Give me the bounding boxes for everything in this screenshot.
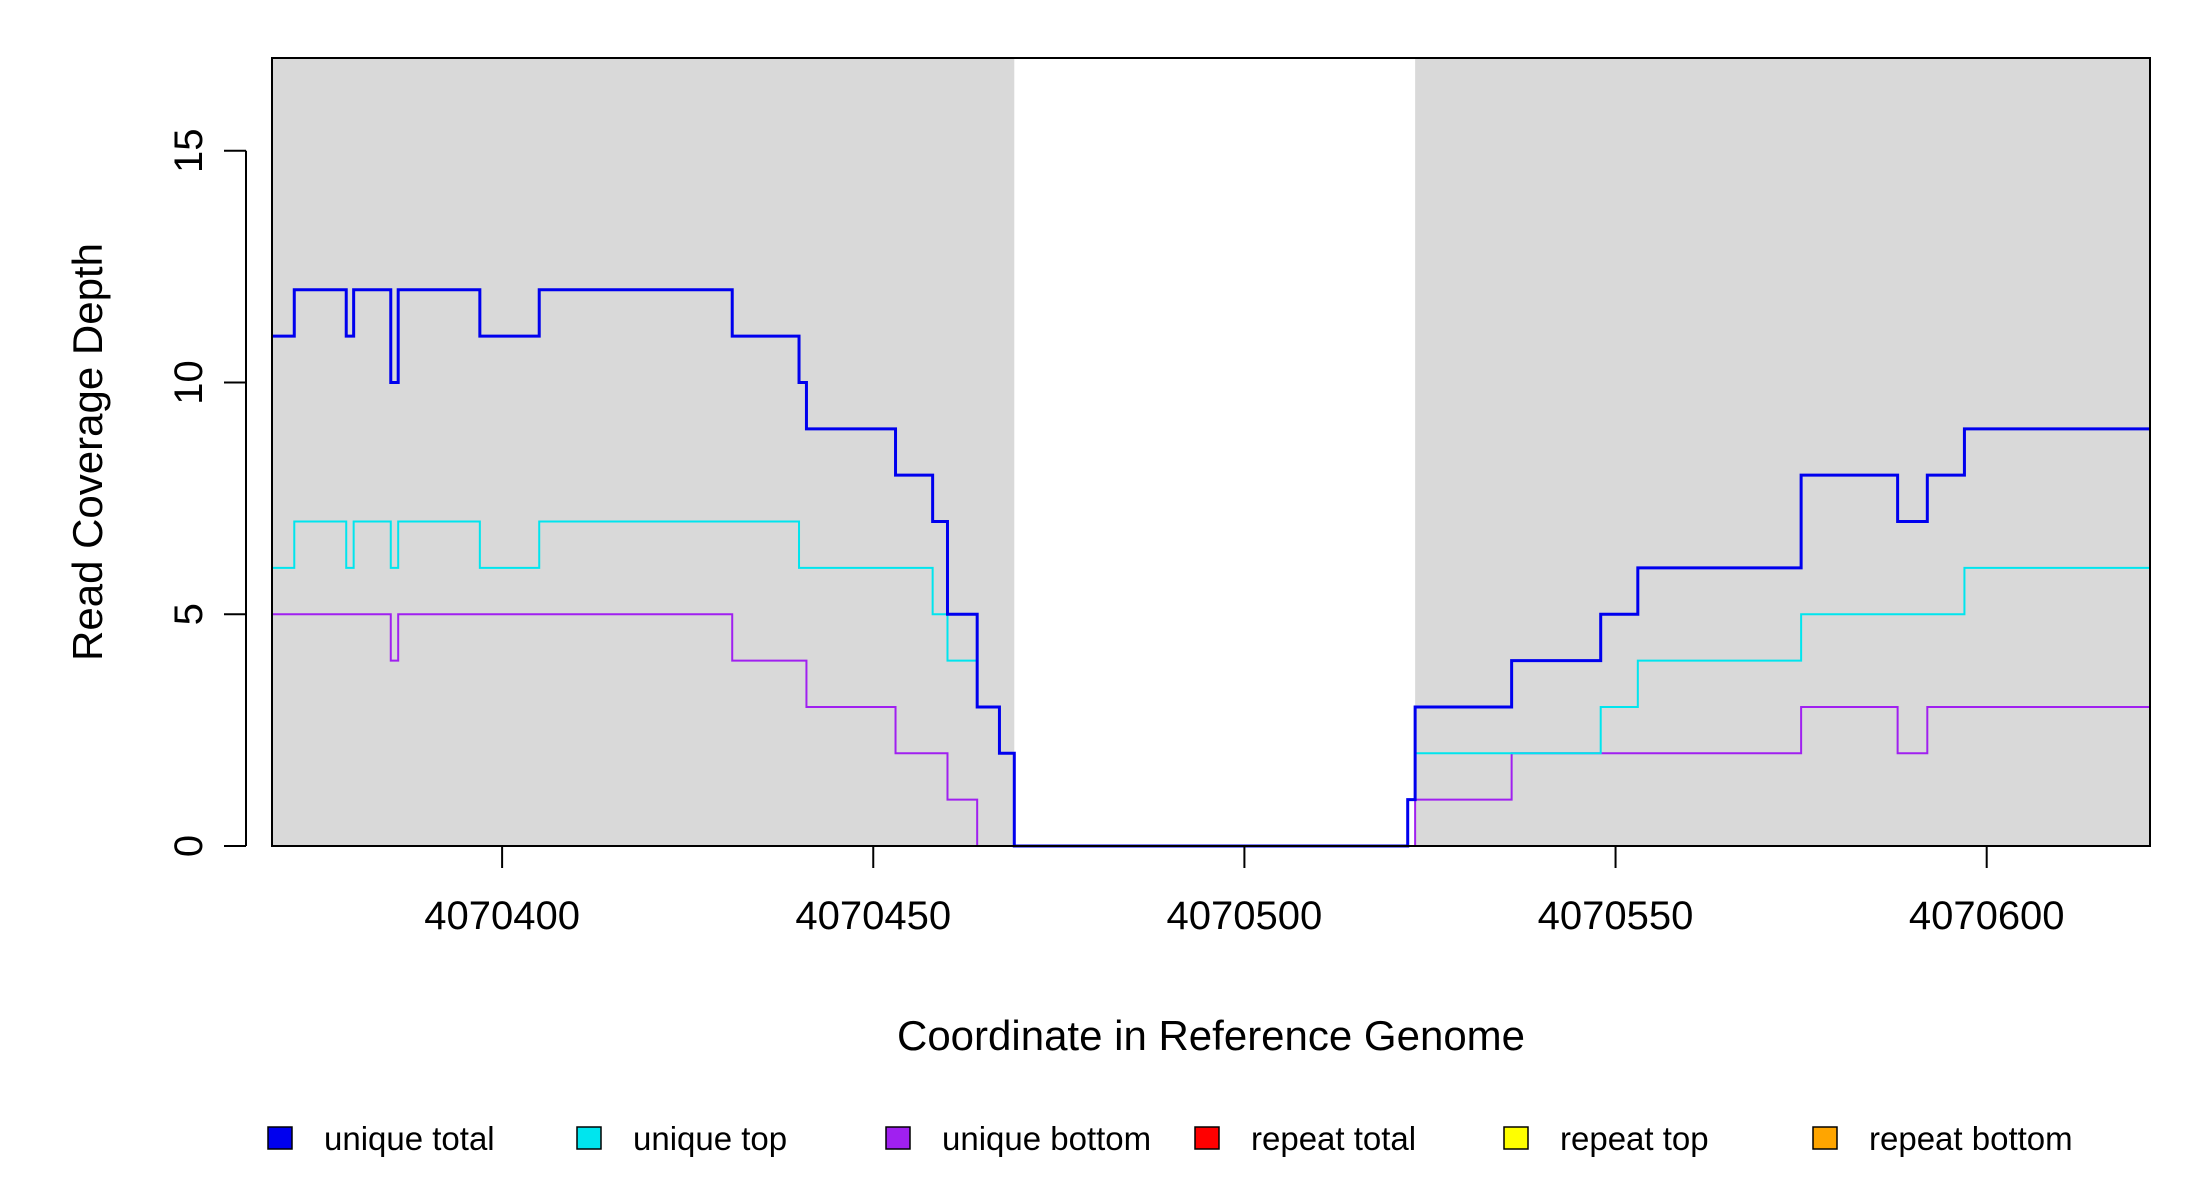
- series-line-unique-top: [272, 520, 2150, 847]
- series-line-unique-bottom: [272, 613, 2150, 847]
- y-axis: 0 5 10 15: [167, 128, 247, 857]
- x-tick-label: 4070400: [424, 894, 580, 938]
- legend-swatch-unique-top: [576, 1126, 602, 1150]
- plot-frame: [271, 57, 2151, 847]
- shaded-region-1: [272, 58, 1015, 846]
- legend-label: unique top: [633, 1120, 787, 1157]
- y-tick-label: 15: [167, 128, 211, 173]
- legend-label: repeat top: [1560, 1120, 1709, 1157]
- x-tick-label: 4070450: [795, 894, 951, 938]
- x-tick-label: 4070500: [1167, 894, 1323, 938]
- x-tick-label: 4070600: [1909, 894, 2065, 938]
- shaded-region-2: [1415, 58, 2150, 846]
- series-line-unique-total: [272, 288, 2150, 848]
- x-axis: 4070400 4070450 4070500 4070550 4070600: [424, 846, 2065, 938]
- legend-label: unique total: [324, 1120, 495, 1157]
- legend: unique total unique top unique bottom repea…: [267, 1120, 2073, 1157]
- legend-swatch-unique-total: [267, 1126, 293, 1150]
- y-axis-title: Read Coverage Depth: [64, 243, 111, 661]
- y-tick-label: 5: [167, 603, 211, 625]
- legend-swatch-unique-bottom: [885, 1126, 911, 1150]
- y-tick-label: 10: [167, 360, 211, 405]
- legend-label: repeat total: [1251, 1120, 1416, 1157]
- legend-label: repeat bottom: [1869, 1120, 2073, 1157]
- y-tick-label: 0: [167, 835, 211, 857]
- legend-swatch-repeat-top: [1503, 1126, 1529, 1150]
- legend-swatch-repeat-total: [1194, 1126, 1220, 1150]
- x-tick-label: 4070550: [1538, 894, 1694, 938]
- x-axis-title: Coordinate in Reference Genome: [897, 1012, 1525, 1059]
- legend-swatch-repeat-bottom: [1812, 1126, 1838, 1150]
- legend-label: unique bottom: [942, 1120, 1151, 1157]
- shaded-regions: [272, 58, 2150, 846]
